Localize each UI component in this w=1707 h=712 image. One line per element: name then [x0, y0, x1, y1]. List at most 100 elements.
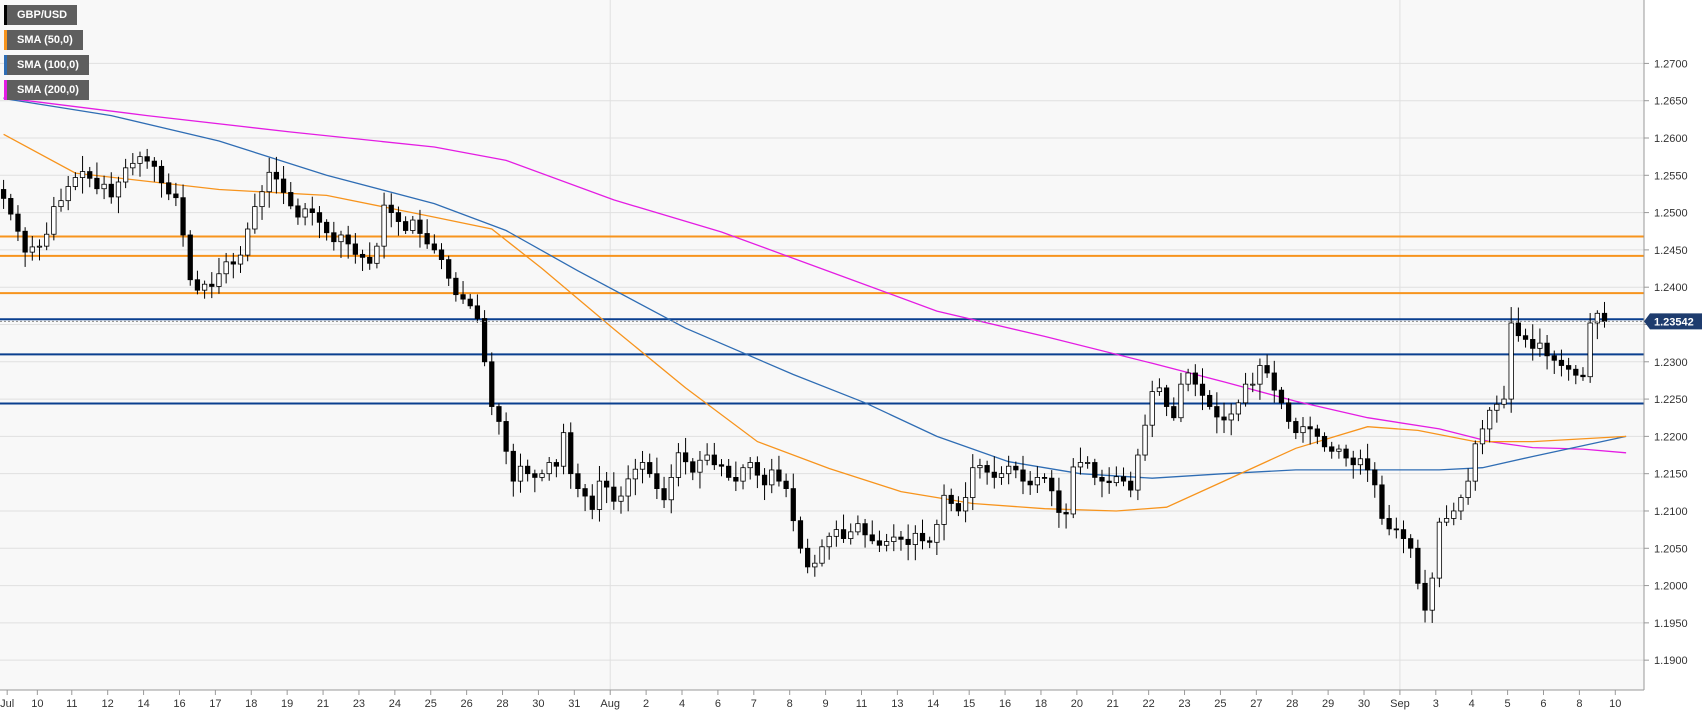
candle-bullish: [632, 468, 638, 480]
candle-bearish: [280, 178, 287, 193]
candle-bearish: [984, 465, 990, 473]
candle-bullish: [675, 452, 682, 478]
candle-bullish: [970, 467, 976, 498]
candle-bullish: [1077, 462, 1084, 468]
candle-bullish: [1070, 466, 1076, 515]
candle-bearish: [503, 421, 509, 452]
candle-bearish: [1379, 484, 1385, 519]
x-tick-label: 5: [1505, 698, 1511, 710]
candle-bearish: [532, 473, 538, 478]
x-tick-label: 9: [823, 698, 829, 710]
candle-bearish: [489, 361, 495, 407]
y-tick-label: 1.2650: [1654, 96, 1688, 108]
candle-bullish: [1443, 518, 1450, 523]
candle-bearish: [955, 503, 962, 512]
candle-bearish: [94, 177, 100, 190]
candle-bearish: [1573, 368, 1579, 376]
candle-bearish: [1386, 518, 1392, 530]
candle-bearish: [359, 253, 366, 258]
y-tick-label: 1.2500: [1654, 208, 1688, 220]
x-tick-label: 4: [679, 698, 685, 710]
candle-bullish: [539, 473, 545, 478]
y-tick-label: 1.2550: [1654, 170, 1688, 182]
x-tick-label: 7: [751, 698, 757, 710]
candle-bullish: [1113, 476, 1119, 484]
current-price-tag: [1644, 313, 1702, 330]
legend-swatch: [4, 30, 7, 50]
legend-item-sma100[interactable]: SMA (100,0): [4, 55, 89, 75]
candle-bearish: [1372, 469, 1378, 486]
x-tick-label: 2: [643, 698, 649, 710]
candle-bullish: [668, 477, 674, 501]
candle-bearish: [1329, 446, 1335, 452]
candle-bearish: [316, 212, 323, 223]
candle-bearish: [1307, 426, 1313, 430]
candle-bearish: [1314, 428, 1320, 437]
candle-bullish: [977, 465, 983, 469]
candle-bullish: [381, 204, 387, 247]
candle-bearish: [1580, 374, 1586, 378]
candle-bullish: [1257, 365, 1263, 385]
x-tick-label: 21: [1107, 698, 1119, 710]
candle-bearish: [1544, 342, 1550, 357]
candle-bullish: [546, 462, 552, 475]
legend-item-sma200[interactable]: SMA (200,0): [4, 80, 89, 100]
grid-lines: [0, 0, 1644, 690]
candle-bearish: [108, 183, 114, 198]
candle-bearish: [431, 243, 437, 251]
candle-bullish: [769, 469, 775, 486]
x-tick-label: 27: [1250, 698, 1262, 710]
candle-bullish: [1242, 383, 1249, 404]
candle-bullish: [1250, 383, 1256, 386]
candle-bearish: [948, 494, 954, 504]
x-tick-label: 8: [787, 698, 793, 710]
candle-bearish: [1049, 477, 1055, 492]
candles: [0, 148, 1608, 623]
candle-bullish: [848, 531, 854, 539]
candle-bearish: [1056, 490, 1062, 513]
candle-bearish: [474, 305, 481, 319]
candle-bullish: [639, 462, 646, 470]
x-tick-label: 24: [389, 698, 401, 710]
candle-bearish: [417, 219, 423, 234]
candle-bullish: [998, 473, 1005, 478]
legend-item-sma50[interactable]: SMA (50,0): [4, 30, 83, 50]
candle-bearish: [1286, 402, 1292, 422]
candle-bullish: [123, 167, 129, 183]
legend-item-gbpusd[interactable]: GBP/USD: [4, 5, 78, 25]
candle-bearish: [1400, 529, 1407, 539]
legend: GBP/USD SMA (50,0) SMA (100,0) SMA (200,…: [4, 5, 89, 105]
candle-bearish: [1221, 416, 1227, 421]
candle-bearish: [927, 540, 933, 543]
candle-bullish: [1156, 387, 1163, 393]
legend-swatch: [4, 55, 7, 75]
candle-bullish: [1034, 477, 1040, 486]
candle-bearish: [790, 488, 796, 522]
candle-bearish: [776, 469, 782, 482]
candle-bearish: [1128, 480, 1134, 491]
candle-bullish: [704, 454, 710, 461]
candle-bearish: [1063, 512, 1069, 515]
candle-bullish: [1594, 312, 1600, 324]
candle-bullish: [1149, 391, 1155, 426]
candle-bearish: [761, 474, 768, 486]
candle-bearish: [324, 221, 330, 234]
candle-bullish: [891, 536, 897, 542]
candle-bearish: [1171, 406, 1177, 419]
candle-bullish: [934, 524, 940, 543]
x-tick-label: 15: [963, 698, 975, 710]
candle-bullish: [302, 208, 308, 218]
x-tick-label: 6: [715, 698, 721, 710]
candle-bearish: [718, 464, 725, 467]
candle-bearish: [862, 523, 868, 536]
candle-bearish: [876, 540, 883, 546]
candle-bearish: [1192, 372, 1198, 385]
candle-bearish: [1106, 480, 1112, 484]
current-price-label: 1.23542: [1654, 316, 1694, 328]
candle-bearish: [754, 462, 761, 476]
candle-bearish: [690, 461, 696, 473]
candle-bearish: [805, 547, 811, 568]
candle-bearish: [1350, 457, 1356, 466]
x-tick-label: 23: [353, 698, 365, 710]
candle-bearish: [589, 495, 595, 510]
